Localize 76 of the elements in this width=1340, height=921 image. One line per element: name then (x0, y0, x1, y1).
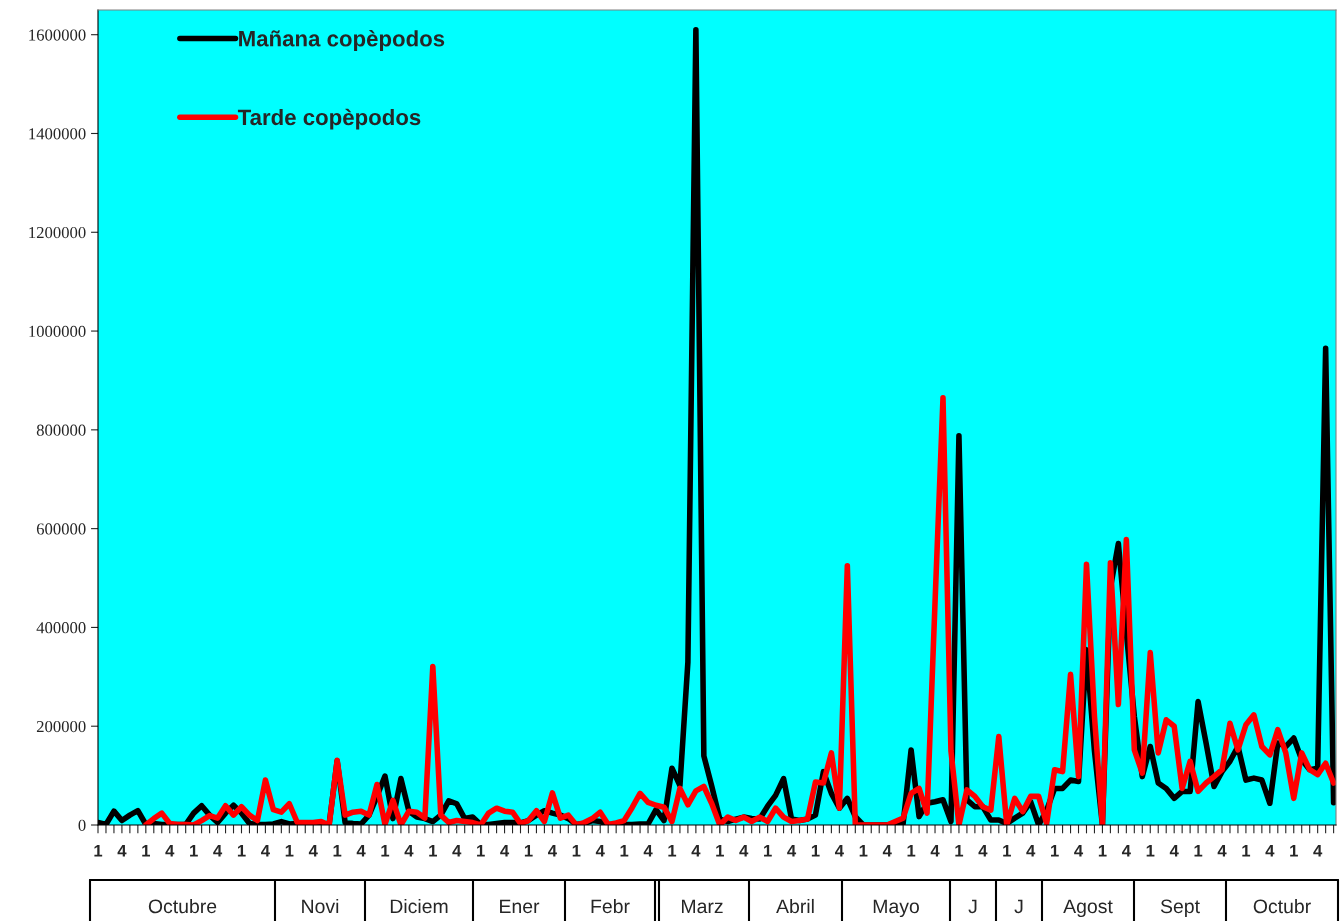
x-tick-label: 4 (548, 845, 557, 857)
x-tick-label: 1 (142, 845, 150, 857)
x-tick-label: 4 (1121, 845, 1131, 857)
y-tick-label: 1200000 (29, 226, 86, 239)
x-tick-label: 4 (691, 845, 701, 857)
text: Marz (681, 899, 723, 914)
x-tick-label: 1 (237, 845, 246, 857)
x-tick-label: 1 (429, 845, 437, 857)
x-tick-label: 4 (261, 845, 270, 857)
x-tick-label: 4 (1169, 845, 1179, 857)
x-tick-label: 1 (190, 845, 198, 857)
x-tick-label: 1 (572, 845, 581, 857)
x-tick-label: 1 (668, 845, 677, 857)
x-tick-label: 4 (308, 845, 318, 857)
x-tick-label: 1 (477, 845, 485, 857)
text: Octubre (148, 898, 217, 914)
x-tick-label: 4 (930, 845, 940, 857)
x-tick-label: 4 (1074, 845, 1084, 857)
x-tick-label: 4 (882, 845, 892, 857)
x-tick-label: 1 (1051, 845, 1059, 857)
x-tick-label: 1 (1290, 845, 1298, 857)
x-tick-label: 4 (500, 845, 510, 857)
x-tick-label: 4 (165, 845, 175, 857)
x-tick-label: 4 (787, 845, 797, 857)
x-tick-label: 1 (811, 845, 820, 857)
x-tick-label: 1 (907, 845, 916, 857)
x-tick-label: 4 (1265, 845, 1275, 857)
x-tick-label: 4 (356, 845, 366, 857)
text: Mayo (873, 899, 919, 918)
x-tick-label: 1 (524, 845, 533, 857)
x-tick-label: 1 (285, 845, 294, 857)
y-tick-label: 600000 (36, 523, 86, 535)
x-tick-label: 1 (1146, 845, 1155, 857)
text: Novi (302, 898, 339, 914)
text: Agost (1063, 899, 1113, 918)
legend-label: Tarde copèpodos (237, 108, 421, 130)
legend-label: Mañana copèpodos (239, 30, 445, 51)
x-tick-label: 4 (213, 845, 223, 857)
x-tick-label: 4 (739, 845, 749, 857)
y-tick-label: 1000000 (29, 325, 86, 338)
x-tick-label: 1 (333, 845, 342, 857)
x-tick-label: 1 (716, 845, 724, 857)
text: Abril (776, 898, 814, 914)
text: Febr (591, 898, 630, 914)
y-tick-label: 400000 (36, 622, 86, 634)
x-tick-label: 4 (595, 845, 605, 857)
x-tick-label: 4 (643, 845, 653, 857)
text: J (1014, 899, 1023, 914)
x-tick-label: 1 (94, 845, 103, 857)
x-tick-label: 1 (1098, 845, 1107, 857)
x-tick-label: 1 (1242, 845, 1251, 857)
text: Ener (500, 899, 540, 914)
x-tick-label: 1 (1194, 845, 1203, 857)
x-tick-label: 1 (1003, 845, 1011, 857)
y-tick-label: 800000 (36, 424, 86, 436)
y-tick-label: 1600000 (29, 29, 86, 41)
y-tick-label: 0 (78, 819, 86, 831)
x-tick-label: 4 (452, 845, 462, 857)
x-tick-label: 4 (978, 845, 988, 857)
x-tick-label: 1 (859, 845, 868, 857)
text: Octubr (1253, 898, 1311, 914)
x-tick-label: 4 (1217, 845, 1227, 857)
x-tick-label: 4 (1313, 845, 1323, 857)
x-tick-label: 1 (381, 845, 390, 857)
x-tick-label: 4 (404, 845, 414, 857)
x-tick-label: 1 (764, 845, 772, 857)
x-tick-label: 4 (117, 845, 127, 857)
text: Sept (1160, 899, 1200, 918)
text: Diciem (390, 898, 448, 914)
x-tick-label: 1 (955, 845, 964, 857)
x-tick-label: 1 (620, 845, 629, 857)
x-tick-label: 4 (1026, 845, 1036, 857)
x-tick-label: 4 (834, 845, 844, 857)
y-tick-label: 1400000 (29, 128, 86, 140)
text: J (968, 899, 977, 914)
y-tick-label: 200000 (36, 720, 86, 733)
